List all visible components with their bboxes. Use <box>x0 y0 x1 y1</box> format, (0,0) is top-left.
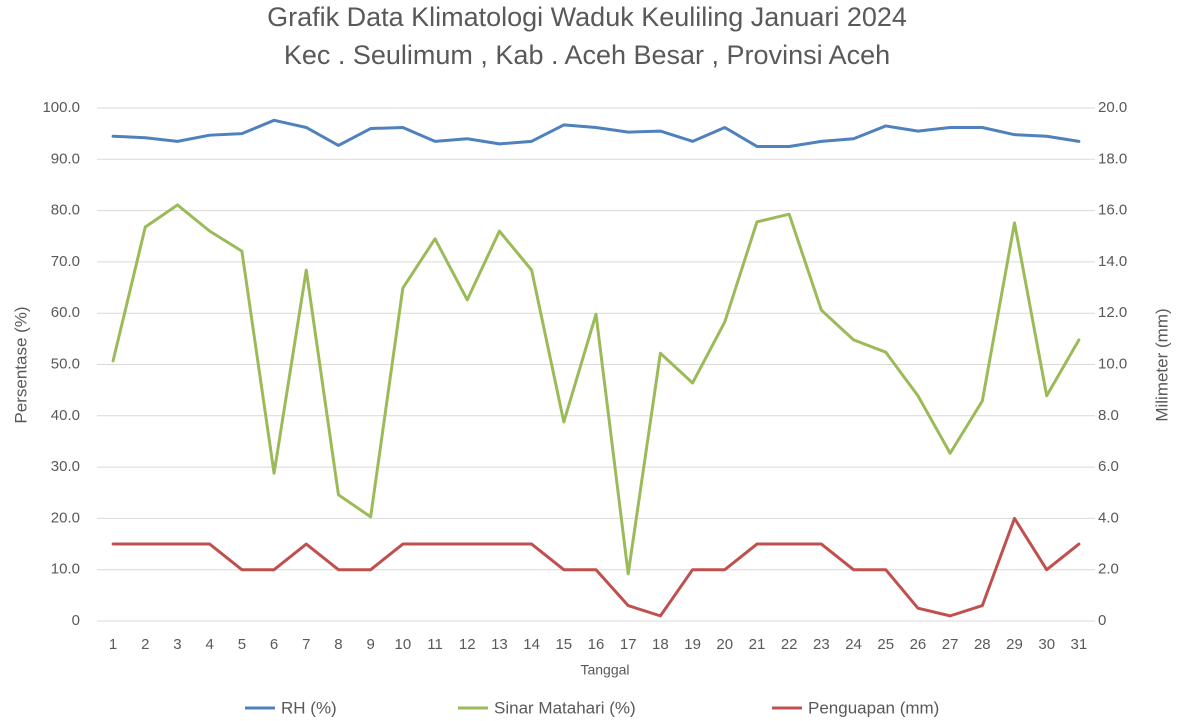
x-axis-title: Tanggal <box>580 662 629 678</box>
y2-tick-label: 18.0 <box>1098 150 1127 167</box>
x-tick-label: 31 <box>1071 636 1088 653</box>
y2-tick-label: 10.0 <box>1098 355 1127 372</box>
y-tick-label: 90.0 <box>51 150 80 167</box>
y2-tick-label: 2.0 <box>1098 561 1119 578</box>
y-tick-label: 10.0 <box>51 561 80 578</box>
series-line <box>111 118 1081 148</box>
y2-tick-label: 12.0 <box>1098 304 1127 321</box>
legend-label: RH (%) <box>281 698 337 717</box>
chart-title: Grafik Data Klimatologi Waduk Keuliling … <box>267 2 907 32</box>
x-tick-label: 18 <box>652 636 669 653</box>
x-tick-label: 4 <box>206 636 214 653</box>
x-tick-label: 17 <box>620 636 637 653</box>
y2-tick-label: 6.0 <box>1098 458 1119 475</box>
series-line <box>111 203 1081 576</box>
y2-tick-label: 0 <box>1098 612 1106 629</box>
x-tick-label: 28 <box>974 636 991 653</box>
x-tick-label: 25 <box>877 636 894 653</box>
x-tick-label: 12 <box>459 636 476 653</box>
x-tick-label: 26 <box>910 636 927 653</box>
x-tick-label: 24 <box>845 636 862 653</box>
y2-tick-label: 8.0 <box>1098 407 1119 424</box>
x-tick-label: 29 <box>1006 636 1023 653</box>
y2-tick-label: 16.0 <box>1098 202 1127 219</box>
x-tick-label: 14 <box>523 636 540 653</box>
y2-tick-label: 4.0 <box>1098 509 1119 526</box>
x-tick-label: 7 <box>302 636 310 653</box>
y2-tick-label: 20.0 <box>1098 99 1127 116</box>
series-line <box>111 516 1081 618</box>
x-tick-label: 13 <box>491 636 508 653</box>
y2-tick-label: 14.0 <box>1098 253 1127 270</box>
y-axis-title: Persentase (%) <box>11 306 30 423</box>
y-tick-label: 30.0 <box>51 458 80 475</box>
chart-subtitle: Kec . Seulimum , Kab . Aceh Besar , Prov… <box>284 40 890 70</box>
y-tick-label: 40.0 <box>51 407 80 424</box>
x-tick-label: 27 <box>942 636 959 653</box>
x-tick-label: 20 <box>716 636 733 653</box>
y-tick-label: 70.0 <box>51 253 80 270</box>
y-tick-label: 80.0 <box>51 202 80 219</box>
x-tick-label: 30 <box>1038 636 1055 653</box>
x-tick-label: 1 <box>109 636 117 653</box>
x-tick-label: 11 <box>427 636 443 653</box>
legend-label: Penguapan (mm) <box>808 698 939 717</box>
x-tick-label: 6 <box>270 636 278 653</box>
x-tick-label: 3 <box>173 636 181 653</box>
x-tick-label: 2 <box>141 636 149 653</box>
x-tick-label: 22 <box>781 636 798 653</box>
x-tick-label: 21 <box>749 636 766 653</box>
x-tick-label: 16 <box>588 636 605 653</box>
x-tick-label: 9 <box>366 636 374 653</box>
x-tick-label: 15 <box>555 636 572 653</box>
x-tick-label: 23 <box>813 636 830 653</box>
legend-label: Sinar Matahari (%) <box>494 698 636 717</box>
x-tick-label: 10 <box>394 636 411 653</box>
x-tick-label: 5 <box>238 636 246 653</box>
y-tick-label: 50.0 <box>51 355 80 372</box>
y-tick-label: 20.0 <box>51 509 80 526</box>
x-tick-label: 19 <box>684 636 701 653</box>
y-tick-label: 0 <box>72 612 80 629</box>
y2-axis-title: Milimeter (mm) <box>1152 308 1171 421</box>
y-tick-label: 100.0 <box>42 99 80 116</box>
x-tick-label: 8 <box>334 636 342 653</box>
y-tick-label: 60.0 <box>51 304 80 321</box>
